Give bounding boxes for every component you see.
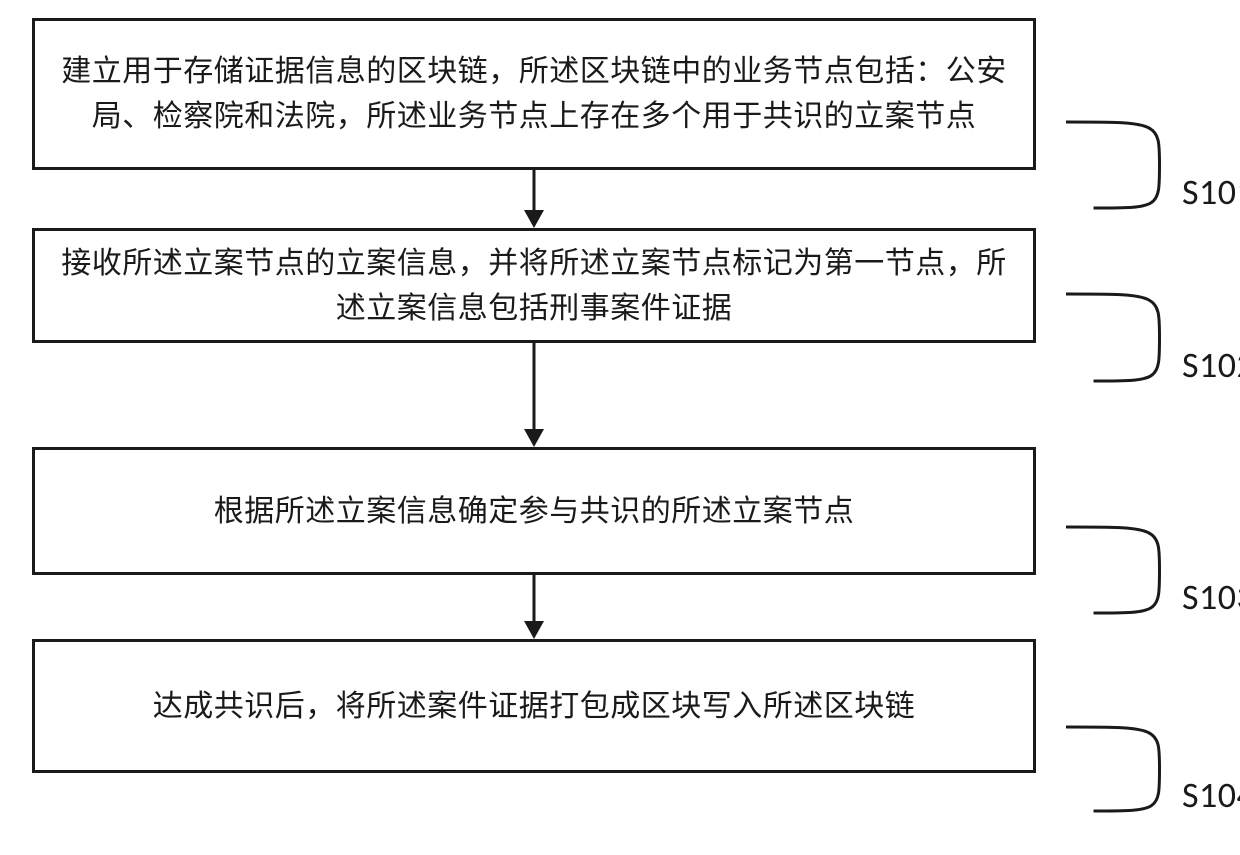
step-label: S101 (1182, 170, 1240, 214)
step-label: S102 (1182, 343, 1240, 387)
callout-bracket-icon (1066, 18, 1176, 214)
flow-step-text: 建立用于存储证据信息的区块链，所述区块链中的业务节点包括：公安局、检察院和法院，… (59, 49, 1009, 139)
flow-arrow-down-icon (32, 575, 1036, 639)
flow-step-text: 达成共识后，将所述案件证据打包成区块写入所述区块链 (153, 684, 916, 729)
step-label: S103 (1182, 575, 1240, 619)
callout-bracket-icon (1066, 447, 1176, 619)
step-label: S104 (1182, 773, 1240, 817)
flow-step-box: 建立用于存储证据信息的区块链，所述区块链中的业务节点包括：公安局、检察院和法院，… (32, 18, 1036, 170)
flow-arrow-down-icon (32, 170, 1036, 228)
flow-step-box: 接收所述立案节点的立案信息，并将所述立案节点标记为第一节点，所述立案信息包括刑事… (32, 228, 1036, 343)
step-label-callout: S101 (1066, 18, 1240, 214)
step-label-callout: S102 (1066, 228, 1240, 387)
flow-step-text: 接收所述立案节点的立案信息，并将所述立案节点标记为第一节点，所述立案信息包括刑事… (59, 241, 1009, 331)
callout-bracket-icon (1066, 228, 1176, 387)
flow-arrow-down-icon (32, 343, 1036, 447)
step-label-callout: S104 (1066, 639, 1240, 817)
flowchart-container: 建立用于存储证据信息的区块链，所述区块链中的业务节点包括：公安局、检察院和法院，… (32, 18, 1212, 773)
flow-step-box: 达成共识后，将所述案件证据打包成区块写入所述区块链 (32, 639, 1036, 773)
step-label-callout: S103 (1066, 447, 1240, 619)
flow-step-box: 根据所述立案信息确定参与共识的所述立案节点 (32, 447, 1036, 575)
callout-bracket-icon (1066, 639, 1176, 817)
flow-step-text: 根据所述立案信息确定参与共识的所述立案节点 (214, 489, 855, 534)
